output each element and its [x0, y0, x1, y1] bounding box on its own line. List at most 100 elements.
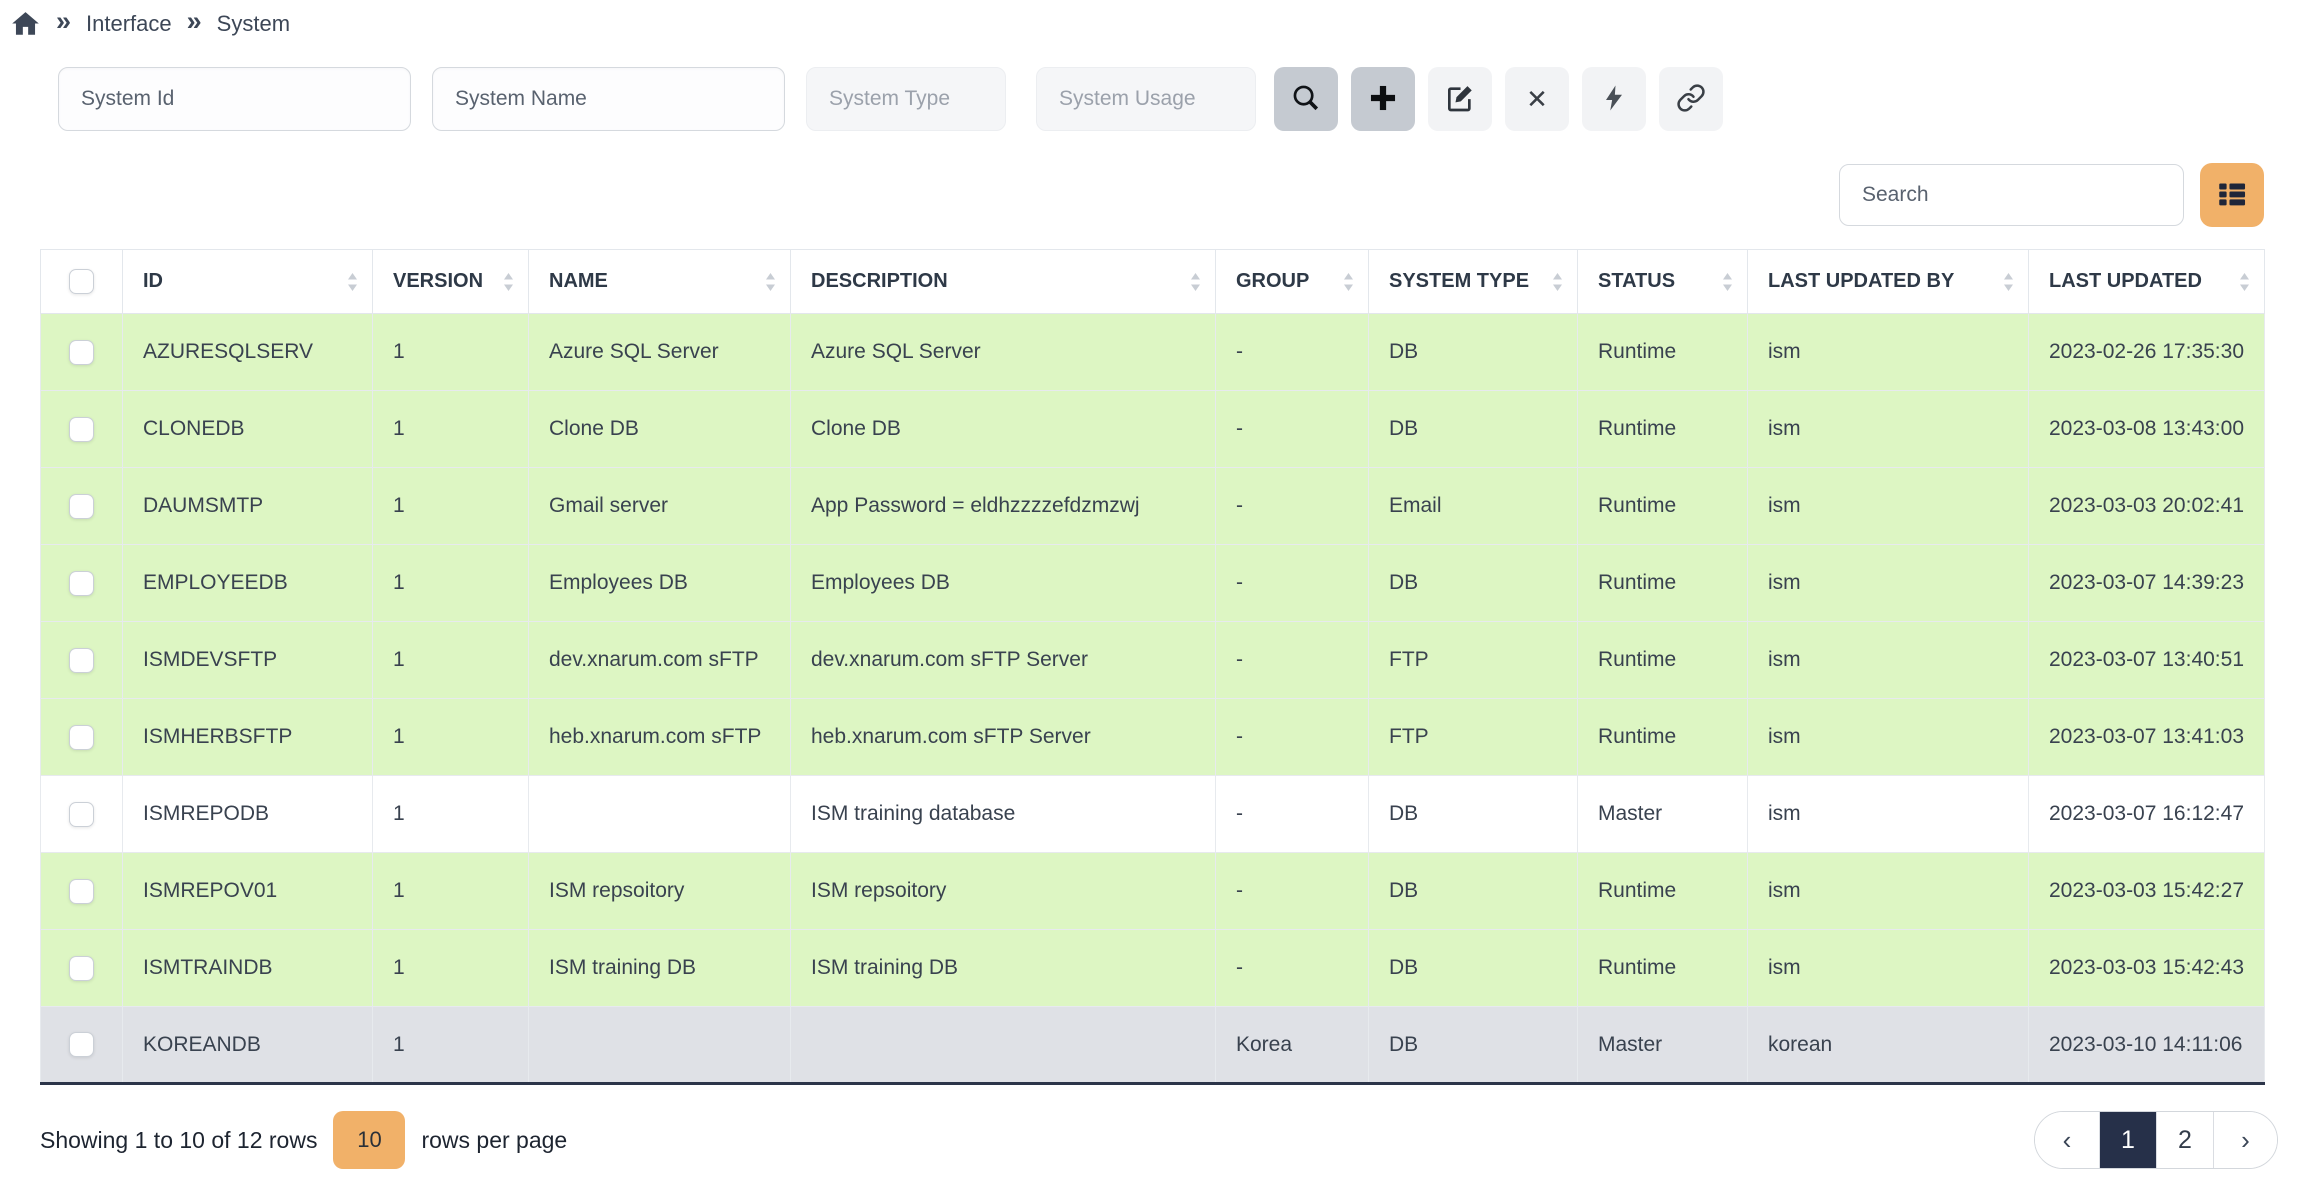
column-header-last-updated[interactable]: LAST UPDATED — [2028, 249, 2265, 314]
cell-status: Runtime — [1577, 313, 1748, 391]
cell-system-type: DB — [1368, 775, 1578, 853]
cell-version: 1 — [372, 1006, 529, 1085]
column-header-name[interactable]: NAME — [528, 249, 791, 314]
row-checkbox[interactable] — [69, 339, 94, 365]
sort-icon[interactable] — [2001, 270, 2016, 294]
system-usage-input[interactable] — [1036, 67, 1256, 131]
execute-button[interactable] — [1582, 67, 1646, 131]
edit-button[interactable] — [1428, 67, 1492, 131]
sort-icon[interactable] — [1550, 270, 1565, 294]
cell-group: - — [1215, 467, 1369, 545]
cell-last-updated-by: korean — [1747, 1006, 2029, 1085]
table-row[interactable]: KOREANDB 1 Korea DB Master korean 2023-0… — [40, 1006, 2265, 1085]
column-header-description[interactable]: DESCRIPTION — [790, 249, 1216, 314]
cell-last-updated: 2023-03-10 14:11:06 — [2028, 1006, 2265, 1085]
clear-button[interactable]: ✕ — [1505, 67, 1569, 131]
cell-id: ISMREPODB — [122, 775, 373, 853]
cell-name — [528, 775, 791, 853]
page-size-button[interactable]: 10 — [333, 1111, 406, 1169]
column-header-id[interactable]: ID — [122, 249, 373, 314]
page-button-2[interactable]: 2 — [2156, 1112, 2213, 1168]
cell-last-updated-by: ism — [1747, 698, 2029, 776]
table-header-row: ID VERSION NAME DESCRIPTION GROUP SYSTEM… — [40, 249, 2265, 314]
link-button[interactable] — [1659, 67, 1723, 131]
table-row[interactable]: ISMDEVSFTP 1 dev.xnarum.com sFTP dev.xna… — [40, 621, 2265, 699]
cell-description: Employees DB — [790, 544, 1216, 622]
sort-icon[interactable] — [1341, 270, 1356, 294]
cell-system-type: DB — [1368, 390, 1578, 468]
table-row[interactable]: AZURESQLSERV 1 Azure SQL Server Azure SQ… — [40, 313, 2265, 391]
cell-id: CLONEDB — [122, 390, 373, 468]
cell-last-updated-by: ism — [1747, 390, 2029, 468]
cell-system-type: DB — [1368, 852, 1578, 930]
home-icon[interactable] — [10, 9, 41, 38]
sort-icon[interactable] — [2237, 270, 2252, 294]
table-search-input[interactable] — [1839, 164, 2184, 226]
system-name-input[interactable] — [432, 67, 785, 131]
sort-icon[interactable] — [501, 270, 516, 294]
column-header-status[interactable]: STATUS — [1577, 249, 1748, 314]
sort-icon[interactable] — [1188, 270, 1203, 294]
row-checkbox[interactable] — [69, 878, 94, 904]
cell-name: Employees DB — [528, 544, 791, 622]
cell-version: 1 — [372, 929, 529, 1007]
cell-system-type: DB — [1368, 1006, 1578, 1085]
table-row[interactable]: ISMREPOV01 1 ISM repsoitory ISM repsoito… — [40, 852, 2265, 930]
table-row[interactable]: DAUMSMTP 1 Gmail server App Password = e… — [40, 467, 2265, 545]
breadcrumb-item-interface[interactable]: Interface — [86, 10, 172, 36]
table-row[interactable]: ISMHERBSFTP 1 heb.xnarum.com sFTP heb.xn… — [40, 698, 2265, 776]
breadcrumb-separator-icon: » — [56, 6, 72, 36]
table-row[interactable]: ISMTRAINDB 1 ISM training DB ISM trainin… — [40, 929, 2265, 1007]
cell-id: ISMTRAINDB — [122, 929, 373, 1007]
table-row[interactable]: ISMREPODB 1 ISM training database - DB M… — [40, 775, 2265, 853]
columns-toggle-button[interactable] — [2200, 163, 2264, 227]
sort-icon[interactable] — [345, 270, 360, 294]
plus-icon — [1366, 81, 1400, 118]
row-checkbox[interactable] — [69, 724, 94, 750]
cell-version: 1 — [372, 390, 529, 468]
cell-description: App Password = eldhzzzzefdzmzwj — [790, 467, 1216, 545]
add-button[interactable] — [1351, 67, 1415, 131]
row-checkbox[interactable] — [69, 1032, 94, 1057]
row-checkbox[interactable] — [69, 493, 94, 519]
next-page-button[interactable]: › — [2213, 1112, 2277, 1168]
sort-icon[interactable] — [763, 270, 778, 294]
cell-id: AZURESQLSERV — [122, 313, 373, 391]
footer-left: Showing 1 to 10 of 12 rows 10 rows per p… — [40, 1111, 567, 1169]
cell-last-updated: 2023-03-07 14:39:23 — [2028, 544, 2265, 622]
cell-description: Clone DB — [790, 390, 1216, 468]
cell-last-updated-by: ism — [1747, 467, 2029, 545]
row-checkbox[interactable] — [69, 570, 94, 596]
cell-last-updated-by: ism — [1747, 775, 2029, 853]
select-all-checkbox[interactable] — [69, 269, 94, 294]
cell-description: dev.xnarum.com sFTP Server — [790, 621, 1216, 699]
search-button[interactable] — [1274, 67, 1338, 131]
table-row[interactable]: EMPLOYEEDB 1 Employees DB Employees DB -… — [40, 544, 2265, 622]
row-checkbox[interactable] — [69, 647, 94, 673]
cell-group: Korea — [1215, 1006, 1369, 1085]
column-header-version[interactable]: VERSION — [372, 249, 529, 314]
row-checkbox[interactable] — [69, 416, 94, 442]
row-checkbox[interactable] — [69, 955, 94, 981]
prev-page-button[interactable]: ‹ — [2035, 1112, 2099, 1168]
list-icon — [2215, 177, 2249, 214]
cell-last-updated: 2023-02-26 17:35:30 — [2028, 313, 2265, 391]
column-header-system-type[interactable]: SYSTEM TYPE — [1368, 249, 1578, 314]
row-checkbox[interactable] — [69, 801, 94, 827]
sort-icon[interactable] — [1720, 270, 1735, 294]
breadcrumb-item-system[interactable]: System — [216, 10, 291, 36]
cell-status: Runtime — [1577, 544, 1748, 622]
cell-name: dev.xnarum.com sFTP — [528, 621, 791, 699]
cell-id: DAUMSMTP — [122, 467, 373, 545]
system-type-input[interactable] — [806, 67, 1006, 131]
page-button-1[interactable]: 1 — [2099, 1112, 2156, 1168]
table-row[interactable]: CLONEDB 1 Clone DB Clone DB - DB Runtime… — [40, 390, 2265, 468]
cell-last-updated: 2023-03-08 13:43:00 — [2028, 390, 2265, 468]
system-id-input[interactable] — [58, 67, 411, 131]
cell-system-type: DB — [1368, 544, 1578, 622]
column-header-group[interactable]: GROUP — [1215, 249, 1369, 314]
cell-name: ISM training DB — [528, 929, 791, 1007]
column-header-last-updated-by[interactable]: LAST UPDATED BY — [1747, 249, 2029, 314]
cell-last-updated: 2023-03-07 16:12:47 — [2028, 775, 2265, 853]
